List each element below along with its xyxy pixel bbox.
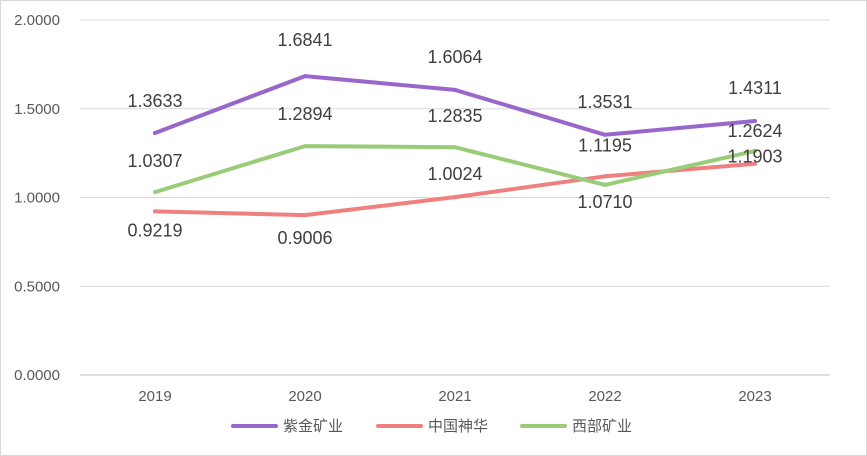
data-point [753, 118, 757, 123]
data-label: 1.0307 [127, 151, 182, 171]
data-label: 1.1195 [578, 135, 632, 155]
data-label: 1.1903 [727, 147, 782, 167]
data-point [453, 145, 457, 150]
data-point [153, 190, 157, 195]
series-lines [153, 74, 757, 218]
x-tick-label: 2020 [288, 388, 321, 405]
x-tick-label: 2021 [438, 388, 471, 405]
data-label: 1.3531 [577, 92, 632, 112]
y-tick-label: 2.0000 [14, 12, 60, 29]
legend-label: 紫金矿业 [283, 417, 343, 435]
legend: 紫金矿业 中国神华 西部矿业 [231, 417, 632, 435]
data-point [753, 161, 757, 166]
y-axis-ticks: 0.0000 0.5000 1.0000 1.5000 2.0000 [14, 12, 60, 384]
data-label: 1.0024 [427, 164, 482, 184]
data-point [453, 87, 457, 92]
legend-label: 中国神华 [428, 417, 488, 435]
y-tick-label: 1.5000 [14, 101, 60, 118]
data-label: 1.6841 [277, 30, 332, 50]
data-label: 1.0710 [577, 192, 632, 212]
data-point [453, 195, 457, 200]
x-tick-label: 2023 [738, 388, 771, 405]
data-label: 1.2894 [277, 104, 332, 124]
data-point [303, 144, 307, 149]
data-label: 0.9219 [127, 220, 182, 240]
data-point [153, 131, 157, 136]
data-point [153, 209, 157, 214]
x-tick-label: 2022 [588, 388, 621, 405]
data-label: 1.3633 [127, 91, 182, 111]
data-point [753, 148, 757, 153]
x-tick-label: 2019 [138, 388, 171, 405]
data-point [303, 74, 307, 79]
data-label: 0.9006 [277, 228, 332, 248]
data-labels: 1.3633 1.6841 1.6064 1.3531 1.4311 0.9219 0.90… [127, 30, 782, 248]
data-label: 1.6064 [427, 47, 482, 67]
data-point [603, 132, 607, 137]
data-point [603, 174, 607, 179]
legend-label: 西部矿业 [572, 417, 632, 435]
data-label: 1.4311 [728, 78, 782, 98]
x-axis-ticks: 2019 2020 2021 2022 2023 [138, 388, 771, 405]
data-label: 1.2624 [727, 121, 782, 141]
data-point [603, 182, 607, 187]
data-label: 1.2835 [427, 106, 482, 126]
data-point [303, 213, 307, 218]
y-tick-label: 1.0000 [14, 190, 60, 207]
y-tick-label: 0.5000 [14, 278, 60, 295]
y-tick-label: 0.0000 [14, 367, 60, 384]
